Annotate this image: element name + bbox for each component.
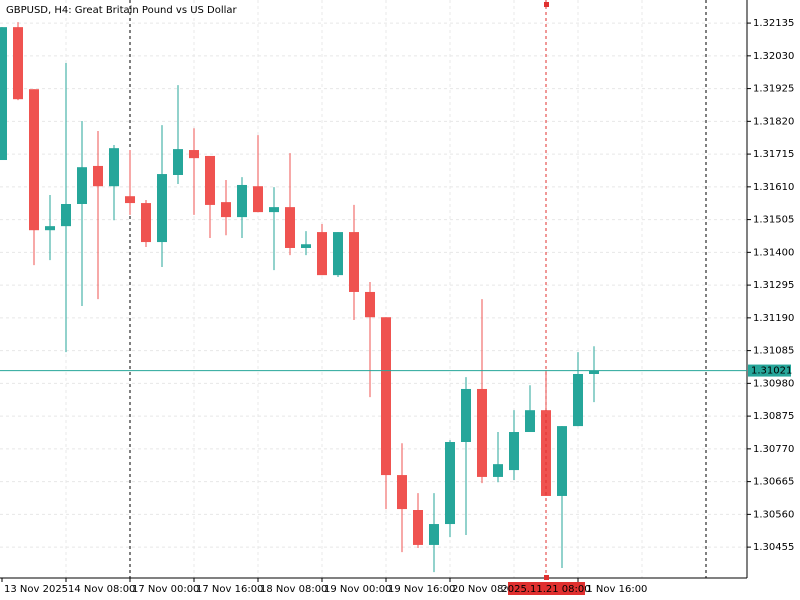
candle-body <box>29 89 39 231</box>
x-tick-label: 14 Nov 08:00 <box>68 584 135 595</box>
candle-body <box>589 370 599 374</box>
y-tick-label: 1.32135 <box>753 18 794 29</box>
chart-title: GBPUSD, H4: Great Britain Pound vs US Do… <box>6 5 238 16</box>
x-tick-label: 20 Nov 08:00 <box>452 584 519 595</box>
y-tick-label: 1.31505 <box>753 215 794 226</box>
y-tick-label: 1.30665 <box>753 477 794 488</box>
y-tick-label: 1.32030 <box>753 51 794 62</box>
y-tick-label: 1.31085 <box>753 346 794 357</box>
crosshair-marker-top <box>544 2 549 7</box>
candle-body <box>493 464 503 477</box>
candle-body <box>189 150 199 159</box>
candle-body <box>125 196 135 204</box>
candle-body <box>461 388 471 442</box>
candle-body <box>397 475 407 510</box>
y-tick-label: 1.30875 <box>753 411 794 422</box>
x-tick-label: 17 Nov 16:00 <box>196 584 263 595</box>
candle-body <box>477 388 487 477</box>
candle-body <box>253 186 263 213</box>
candle-body <box>525 410 535 433</box>
x-tick-label: 17 Nov 00:00 <box>132 584 199 595</box>
candle-body <box>173 149 183 175</box>
candle-body <box>557 426 567 496</box>
crosshair-label: 2025.11.21 08:00 <box>501 584 590 595</box>
candle-body <box>317 232 327 276</box>
y-tick-label: 1.31925 <box>753 84 794 95</box>
candle-body <box>13 27 23 100</box>
y-tick-label: 1.30770 <box>753 444 794 455</box>
y-tick-label: 1.31190 <box>753 313 794 324</box>
crosshair-label-box <box>508 582 585 595</box>
x-tick-label: 13 Nov 2025 <box>4 584 68 595</box>
last-price-box <box>748 364 791 377</box>
crosshair-marker-bottom <box>544 575 549 580</box>
candle-body <box>141 203 151 243</box>
candle-body <box>237 184 247 218</box>
y-tick-label: 1.30980 <box>753 378 794 389</box>
last-price-label: 1.31021 <box>751 366 792 377</box>
candle-body <box>413 510 423 545</box>
candle-body <box>573 374 583 427</box>
candle-body <box>365 291 375 318</box>
y-tick-label: 1.31820 <box>753 116 794 127</box>
y-tick-label: 1.30455 <box>753 542 794 553</box>
candle-body <box>157 174 167 243</box>
candle-body <box>93 165 103 187</box>
candle-body <box>221 202 231 218</box>
candle-body <box>45 226 55 231</box>
candle-body <box>509 432 519 471</box>
x-tick-label: 19 Nov 16:00 <box>388 584 455 595</box>
candle-body <box>285 207 295 248</box>
candle-body <box>61 204 71 227</box>
x-tick-label: 19 Nov 00:00 <box>324 584 391 595</box>
candle-body <box>269 207 279 213</box>
candle-body <box>0 27 7 161</box>
candle-body <box>381 317 391 476</box>
y-tick-label: 1.31715 <box>753 149 794 160</box>
candle-body <box>205 155 215 205</box>
y-tick-label: 1.30560 <box>753 509 794 520</box>
candle-body <box>541 410 551 496</box>
candle-body <box>349 232 359 292</box>
y-tick-label: 1.31400 <box>753 247 794 258</box>
x-tick-label: 21 Nov 16:00 <box>580 584 647 595</box>
candle-body <box>429 524 439 545</box>
candle-body <box>445 442 455 525</box>
y-tick-label: 1.31295 <box>753 280 794 291</box>
candle-body <box>77 167 87 204</box>
candle-body <box>333 232 343 276</box>
x-tick-label: 18 Nov 08:00 <box>260 584 327 595</box>
candle-body <box>301 244 311 248</box>
y-tick-label: 1.31610 <box>753 182 794 193</box>
candle-body <box>109 148 119 187</box>
